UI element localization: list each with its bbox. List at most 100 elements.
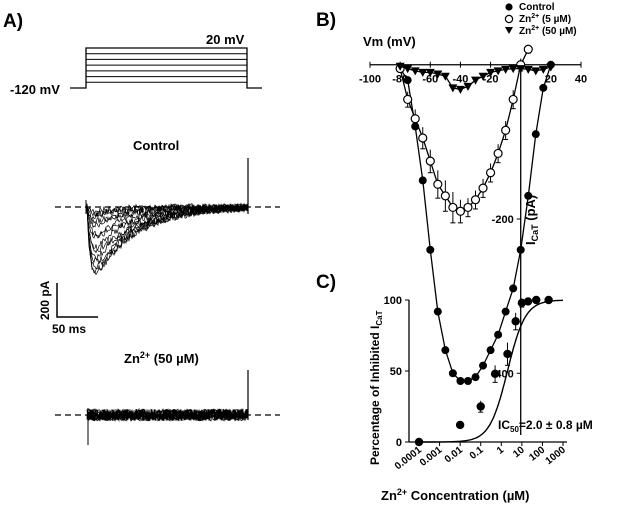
iv-x-tick-label: 20 — [545, 74, 557, 86]
iv-series-2 — [395, 62, 556, 94]
iv-point — [531, 130, 540, 139]
iv-point — [501, 307, 510, 316]
dose-point — [476, 402, 485, 411]
dose-point — [511, 317, 520, 326]
dose-y-tick-label: 100 — [384, 295, 402, 307]
iv-series-1 — [395, 44, 533, 224]
current-trace — [86, 203, 249, 218]
current-trace — [86, 203, 249, 225]
legend-control: Control — [519, 2, 555, 13]
ic50-annotation: IC50=2.0 ± 0.8 µM — [498, 418, 593, 434]
legend-marker-zn50 — [505, 27, 513, 34]
iv-chart: -100 -80 -60 -40 -20 20 40-200-400 Vm (mV) ICa… — [359, 2, 587, 435]
iv-point — [441, 346, 450, 355]
iv-point — [546, 63, 556, 72]
iv-point — [471, 76, 480, 85]
iv-point — [501, 125, 511, 135]
iv-x-tick-label: 40 — [575, 74, 587, 86]
dose-x-axis-label: Zn2+ Concentration (µM) — [381, 487, 529, 503]
iv-point — [403, 94, 413, 105]
panel-c-label: C) — [316, 272, 336, 293]
iv-point — [448, 84, 458, 93]
legend-marker-control — [505, 3, 513, 11]
iv-point — [463, 82, 473, 91]
legend-marker-zn5 — [504, 14, 514, 24]
iv-point — [433, 307, 442, 316]
iv-point — [486, 346, 495, 355]
dose-point — [544, 295, 553, 305]
dose-point — [523, 297, 533, 306]
iv-point — [478, 72, 488, 81]
iv-x-tick-label: -40 — [452, 74, 468, 86]
iv-point — [516, 245, 525, 254]
zn-trace-title: Zn2+ (50 µM) — [124, 350, 199, 366]
current-trace — [86, 204, 249, 265]
iv-point — [403, 65, 413, 74]
zn-trace — [55, 370, 280, 445]
dose-point — [490, 369, 500, 379]
iv-point — [479, 361, 488, 370]
iv-point — [425, 68, 435, 77]
iv-point — [531, 67, 541, 76]
dose-x-tick-label: 10 — [511, 444, 527, 460]
iv-legend: Control Zn2+ (5 µM) Zn2+ (50 µM) — [504, 2, 577, 37]
legend-zn50: Zn2+ (50 µM) — [519, 25, 577, 37]
protocol-outline — [70, 47, 262, 89]
scale-current-label: 200 pA — [38, 280, 52, 320]
iv-point — [516, 65, 526, 74]
dose-y-axis-label: Percentage of Inhibited ICaT — [368, 310, 384, 465]
iv-point — [539, 83, 548, 92]
iv-point — [509, 284, 518, 293]
iv-point — [486, 68, 496, 77]
iv-point — [470, 195, 481, 205]
iv-x-tick-label: -60 — [422, 74, 438, 86]
iv-point — [410, 67, 420, 76]
iv-point — [418, 68, 428, 77]
dose-fit-curve — [419, 299, 563, 443]
iv-point — [456, 377, 465, 385]
dose-x-tick-label: 1 — [495, 444, 507, 456]
iv-point — [494, 330, 503, 339]
iv-point — [471, 373, 480, 382]
iv-point — [523, 44, 533, 54]
iv-series-0 — [396, 60, 555, 385]
iv-point — [425, 156, 435, 166]
iv-point — [426, 245, 435, 254]
legend-zn5: Zn2+ (5 µM) — [519, 13, 571, 25]
iv-point — [493, 67, 503, 76]
iv-y-axis-label: ICaT (pA) — [523, 195, 540, 245]
iv-x-tick-label: -100 — [359, 74, 381, 86]
iv-point — [403, 76, 412, 85]
iv-point — [463, 202, 473, 213]
iv-point — [463, 377, 472, 385]
iv-point — [493, 148, 503, 159]
voltage-protocol: -120 mV 20 mV — [10, 32, 262, 97]
control-trace — [55, 158, 280, 276]
iv-point — [395, 62, 405, 71]
iv-point — [440, 72, 450, 81]
iv-point — [433, 179, 443, 189]
panel-a-label: A) — [3, 11, 23, 32]
iv-point — [523, 65, 533, 74]
dose-y-tick-label: 0 — [396, 437, 402, 449]
iv-point — [478, 183, 488, 193]
iv-point — [501, 65, 511, 74]
dose-point — [503, 349, 512, 359]
iv-point — [485, 168, 496, 178]
iv-y-tick-label: -200 — [492, 214, 514, 226]
holding-voltage-label: -120 mV — [10, 82, 60, 97]
iv-point — [508, 94, 518, 105]
iv-x-tick-label: -20 — [483, 74, 499, 86]
iv-point — [410, 114, 420, 124]
iv-point — [448, 369, 457, 378]
dose-point — [414, 437, 424, 447]
current-trace — [86, 205, 249, 275]
dose-point — [455, 420, 465, 430]
iv-point — [455, 85, 465, 94]
dose-y-tick-label: 50 — [390, 366, 402, 378]
scale-time-label: 50 ms — [52, 322, 86, 336]
iv-point — [448, 202, 458, 213]
dose-x-tick-label: 0.1 — [468, 444, 486, 461]
panel-b-label: B) — [316, 10, 336, 31]
